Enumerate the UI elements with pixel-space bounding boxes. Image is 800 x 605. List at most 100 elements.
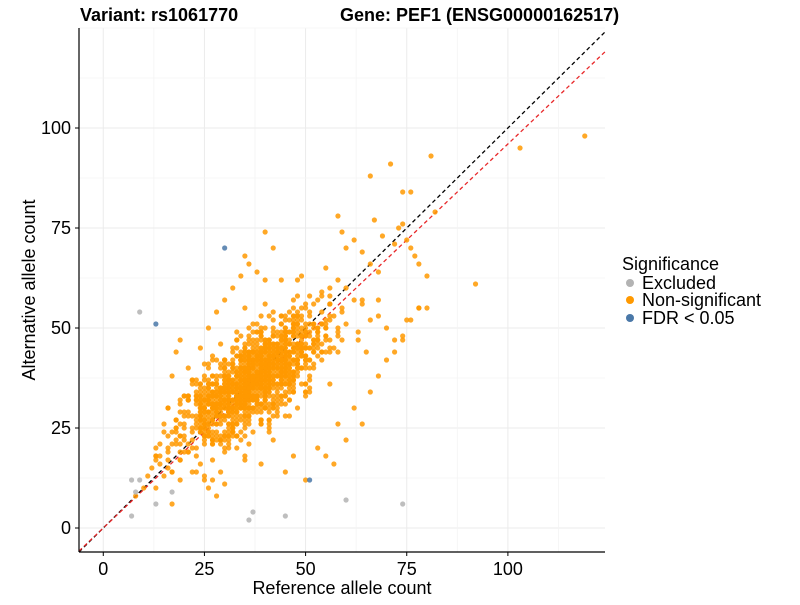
- data-point: [226, 405, 232, 411]
- data-point: [145, 473, 151, 479]
- data-point: [177, 409, 183, 415]
- data-point: [218, 361, 224, 367]
- data-point: [250, 365, 256, 371]
- data-point: [226, 409, 232, 415]
- data-point: [323, 265, 329, 271]
- data-point: [282, 369, 288, 375]
- data-point: [246, 417, 252, 423]
- data-point: [319, 349, 325, 355]
- data-point: [213, 493, 220, 499]
- data-point: [294, 369, 301, 375]
- data-point: [412, 253, 418, 259]
- data-point: [258, 337, 264, 343]
- data-point: [278, 381, 284, 387]
- data-point: [246, 397, 252, 403]
- data-point: [298, 325, 305, 331]
- x-tick-label: 25: [194, 559, 214, 579]
- data-point: [226, 437, 232, 443]
- data-point: [383, 357, 390, 363]
- data-point: [234, 381, 240, 387]
- data-point: [278, 321, 284, 327]
- data-point: [286, 361, 292, 367]
- data-point: [222, 385, 228, 391]
- data-point: [193, 413, 199, 419]
- data-point: [149, 465, 155, 471]
- data-point: [250, 405, 256, 411]
- data-point: [270, 317, 276, 323]
- data-point: [290, 345, 297, 351]
- data-point: [266, 425, 272, 431]
- data-point: [311, 301, 317, 307]
- data-point: [222, 449, 228, 455]
- data-point: [201, 385, 208, 391]
- data-point: [282, 377, 288, 383]
- data-point: [153, 485, 159, 491]
- data-point: [315, 353, 321, 359]
- data-point: [266, 341, 272, 347]
- data-point: [270, 245, 276, 251]
- data-point: [205, 425, 212, 431]
- data-point: [286, 373, 292, 379]
- data-point: [355, 329, 361, 335]
- data-point: [302, 389, 309, 395]
- data-point: [266, 377, 272, 383]
- data-point: [290, 361, 297, 367]
- data-point: [266, 361, 272, 367]
- data-point: [189, 381, 195, 387]
- data-point: [278, 373, 284, 379]
- data-point: [157, 461, 163, 467]
- data-point: [383, 325, 390, 331]
- data-point: [250, 397, 256, 403]
- data-point: [165, 433, 171, 439]
- legend-label-excluded: Excluded: [642, 273, 716, 293]
- data-point: [222, 413, 228, 419]
- data-point: [254, 389, 260, 395]
- data-point: [254, 353, 260, 359]
- data-point: [238, 393, 244, 399]
- data-point: [282, 401, 288, 407]
- data-point: [311, 341, 317, 347]
- data-point: [197, 401, 203, 407]
- data-point: [282, 413, 288, 419]
- data-point: [181, 393, 187, 399]
- data-point: [238, 273, 244, 279]
- data-point: [222, 481, 228, 487]
- data-point: [262, 277, 268, 283]
- legend-label-non-significant: Non-significant: [642, 290, 761, 310]
- data-point: [294, 405, 301, 411]
- data-point: [282, 513, 288, 519]
- data-point: [242, 401, 248, 407]
- data-point: [234, 337, 240, 343]
- data-point: [230, 409, 236, 415]
- data-point: [298, 381, 305, 387]
- data-point: [238, 377, 244, 383]
- data-point: [177, 421, 183, 427]
- data-point: [335, 421, 341, 427]
- data-point: [209, 421, 216, 427]
- data-point: [205, 485, 212, 491]
- data-point: [246, 365, 252, 371]
- data-point: [205, 413, 212, 419]
- data-point: [181, 437, 187, 443]
- data-point: [278, 341, 284, 347]
- data-point: [242, 361, 248, 367]
- data-point: [367, 317, 373, 323]
- data-point: [193, 389, 199, 395]
- y-tick-label: 0: [61, 518, 71, 538]
- data-point: [201, 401, 208, 407]
- x-tick-label: 50: [296, 559, 316, 579]
- data-point: [404, 237, 410, 243]
- data-point: [266, 429, 272, 435]
- data-point: [205, 401, 212, 407]
- data-point: [193, 469, 199, 475]
- data-point: [282, 353, 288, 359]
- data-point: [270, 345, 276, 351]
- data-point: [242, 457, 248, 463]
- data-point: [209, 457, 216, 463]
- data-point: [209, 373, 216, 379]
- data-point: [278, 393, 284, 399]
- data-point: [262, 385, 268, 391]
- data-point: [185, 449, 191, 455]
- data-point: [181, 413, 187, 419]
- data-point: [197, 393, 203, 399]
